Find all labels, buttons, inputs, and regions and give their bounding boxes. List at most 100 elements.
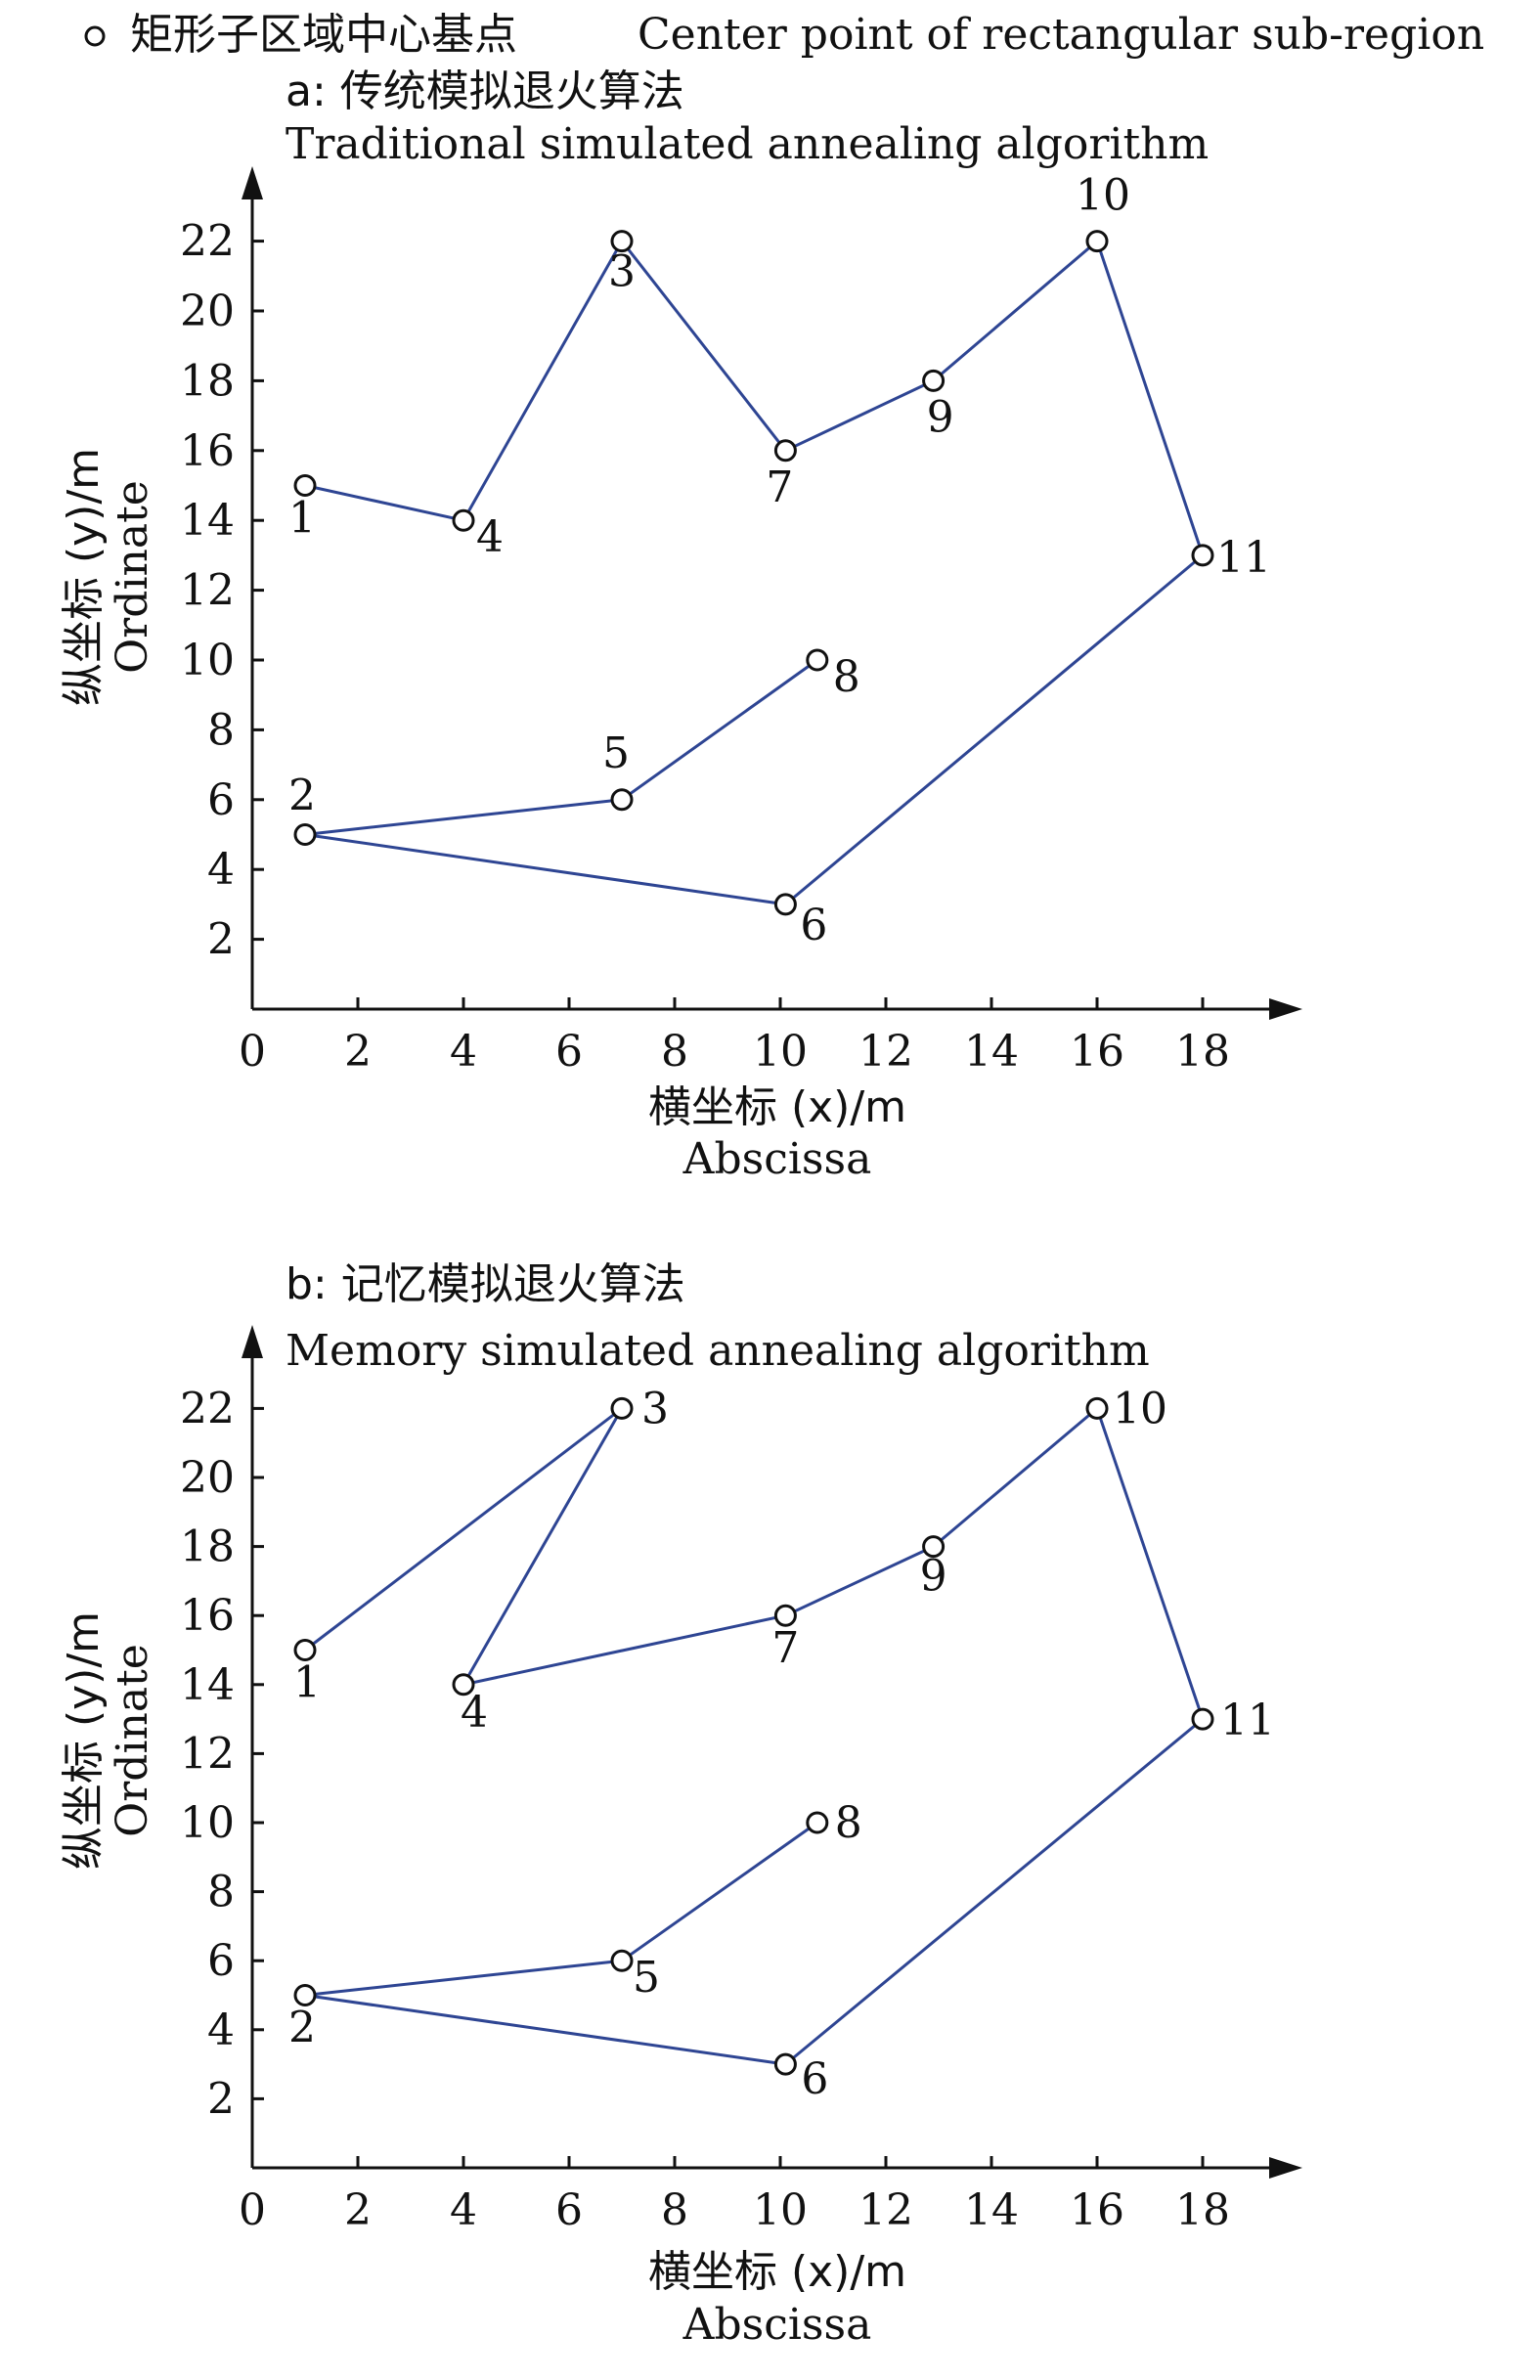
point-label-2: 2: [288, 771, 316, 821]
route-line: [303, 1406, 1205, 2066]
y-tick-label: 20: [180, 1453, 235, 1503]
y-tick-label: 14: [180, 1660, 235, 1710]
panel-a: a: 传统模拟退火算法 Traditional simulated anneal…: [59, 66, 1302, 1184]
point-label-9: 9: [927, 392, 954, 442]
point-label-1: 1: [293, 1658, 321, 1708]
legend-label-en: Center point of rectangular sub-region: [638, 10, 1484, 60]
y-axis-arrow-icon: [242, 1325, 263, 1358]
point-label-4: 4: [476, 512, 504, 562]
point-marker-1: [293, 474, 317, 497]
x-tick-label: 10: [753, 2185, 808, 2235]
y-tick-label: 8: [207, 1868, 235, 1917]
x-tick-label: 10: [753, 1027, 808, 1077]
point-label-10: 10: [1113, 1384, 1167, 1433]
point-marker-8: [806, 648, 829, 672]
x-tick-label: 6: [555, 2185, 583, 2235]
point-label-5: 5: [633, 1953, 660, 2003]
panel-b: b: 记忆模拟退火算法 Memory simulated annealing a…: [59, 1259, 1302, 2350]
panel-a-title: a: 传统模拟退火算法: [286, 66, 684, 116]
point-marker-2: [293, 823, 317, 846]
y-tick-label: 14: [180, 496, 235, 546]
point-marker-10: [1085, 230, 1109, 253]
y-tick-label: 18: [180, 1522, 235, 1572]
y-tick-label: 6: [207, 1936, 235, 1986]
x-tick-label: 4: [450, 1027, 477, 1077]
x-axis-arrow-icon: [1269, 2157, 1302, 2179]
x-tick-label: 8: [661, 1027, 688, 1077]
point-marker-3: [610, 1396, 634, 1420]
x-tick-label: 2: [344, 1027, 372, 1077]
x-tick-label: 18: [1175, 2185, 1230, 2235]
x-tick-label: 2: [344, 2185, 372, 2235]
point-marker-9: [922, 1535, 946, 1559]
point-label-5: 5: [602, 728, 630, 778]
panel-b-ylabel-en: Ordinate: [108, 1644, 157, 1837]
point-marker-10: [1085, 1396, 1109, 1420]
point-marker-8: [806, 1811, 829, 1834]
point-label-11: 11: [1216, 533, 1271, 583]
point-marker-7: [773, 1604, 797, 1627]
x-tick-label: 6: [555, 1027, 583, 1077]
y-tick-label: 4: [207, 2005, 235, 2055]
legend: 矩形子区域中心基点 Center point of rectangular su…: [84, 10, 1484, 60]
point-label-7: 7: [766, 463, 793, 512]
legend-marker-icon: [84, 25, 106, 47]
x-axis-arrow-icon: [1269, 998, 1302, 1020]
panel-a-plot: 0 2 4 6 8 10 12 14 16 182468101214161820221234567…: [180, 166, 1302, 1077]
panel-a-ylabel: 纵坐标 (y)/m: [59, 448, 109, 706]
y-tick-label: 2: [207, 2074, 235, 2124]
point-marker-11: [1191, 1707, 1214, 1731]
panel-b-ylabel: 纵坐标 (y)/m: [59, 1611, 109, 1870]
point-marker-6: [773, 893, 797, 916]
point-label-6: 6: [801, 2054, 828, 2104]
panel-a-xlabel: 横坐标 (x)/m: [648, 1082, 906, 1132]
y-tick-label: 18: [180, 356, 235, 406]
y-tick-label: 12: [180, 566, 235, 616]
x-tick-label: 14: [964, 1027, 1019, 1077]
x-tick-label: 0: [239, 1027, 266, 1077]
point-marker-4: [452, 508, 475, 532]
route-line: [303, 240, 1205, 906]
point-marker-5: [610, 788, 634, 812]
y-tick-label: 10: [180, 1798, 235, 1848]
point-marker-4: [452, 1673, 475, 1697]
point-label-8: 8: [835, 1798, 862, 1848]
y-tick-label: 10: [180, 636, 235, 685]
point-label-11: 11: [1220, 1696, 1275, 1745]
y-tick-label: 6: [207, 775, 235, 825]
x-tick-label: 16: [1070, 1027, 1124, 1077]
point-label-7: 7: [771, 1623, 799, 1673]
panel-b-subtitle: Memory simulated annealing algorithm: [286, 1326, 1150, 1376]
y-tick-label: 8: [207, 705, 235, 755]
x-tick-label: 12: [858, 2185, 913, 2235]
legend-label: 矩形子区域中心基点: [130, 10, 517, 60]
point-marker-11: [1191, 544, 1214, 567]
point-label-3: 3: [641, 1384, 669, 1433]
point-marker-5: [610, 1949, 634, 1972]
x-tick-label: 4: [450, 2185, 477, 2235]
point-marker-7: [773, 439, 797, 463]
panel-b-title: b: 记忆模拟退火算法: [286, 1259, 685, 1309]
point-label-8: 8: [833, 652, 860, 702]
x-tick-label: 8: [661, 2185, 688, 2235]
x-tick-label: 18: [1175, 1027, 1230, 1077]
x-tick-label: 14: [964, 2185, 1019, 2235]
panel-a-subtitle: Traditional simulated annealing algorith…: [286, 119, 1209, 169]
point-label-6: 6: [800, 901, 827, 950]
point-marker-1: [293, 1639, 317, 1661]
y-tick-label: 16: [180, 1591, 235, 1641]
y-tick-label: 12: [180, 1729, 235, 1779]
point-label-10: 10: [1076, 171, 1130, 221]
y-tick-label: 2: [207, 915, 235, 965]
point-label-2: 2: [288, 2004, 316, 2053]
y-tick-label: 22: [180, 1384, 235, 1433]
panel-b-xlabel-en: Abscissa: [682, 2300, 872, 2350]
point-marker-9: [922, 369, 946, 392]
x-tick-label: 16: [1070, 2185, 1124, 2235]
y-tick-label: 20: [180, 286, 235, 336]
point-marker-2: [293, 1984, 317, 2006]
point-marker-6: [773, 2052, 797, 2076]
y-tick-label: 22: [180, 217, 235, 267]
point-marker-3: [610, 230, 634, 253]
